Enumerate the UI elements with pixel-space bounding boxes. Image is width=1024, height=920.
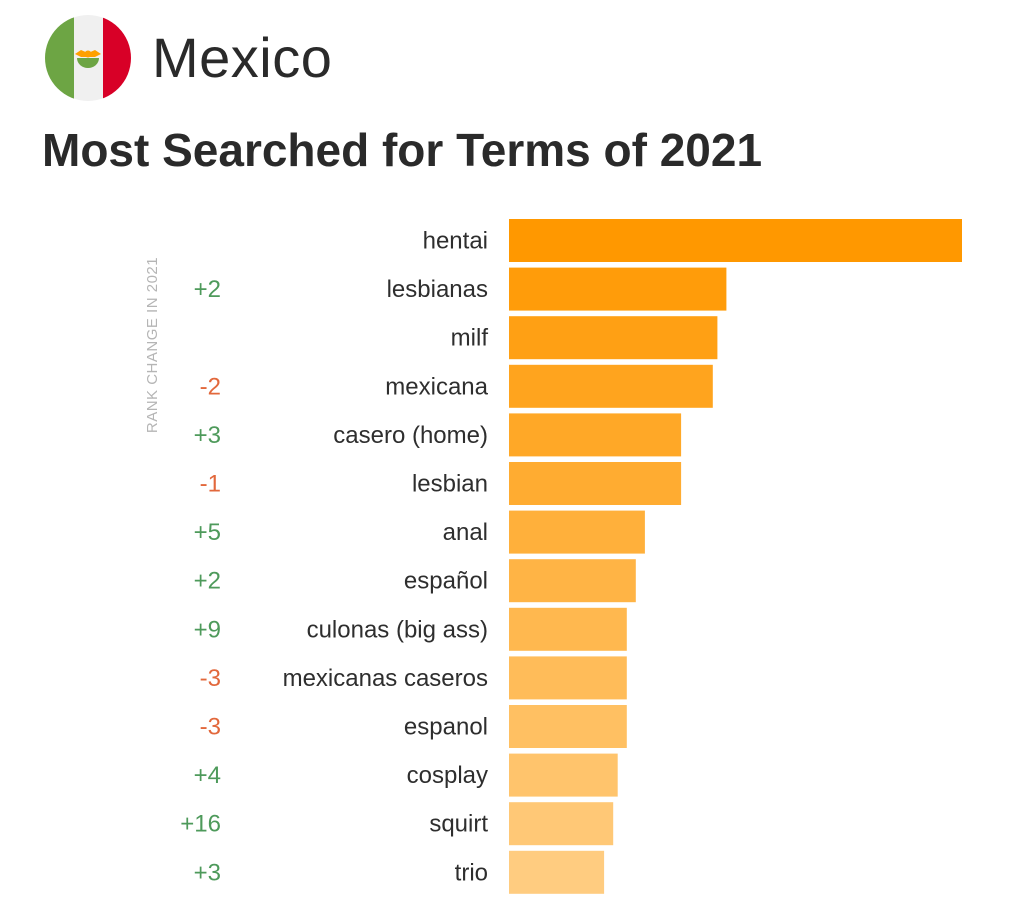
bar-3 — [509, 364, 713, 408]
category-label: culonas (big ass) — [307, 616, 488, 643]
bar-8 — [509, 607, 627, 651]
category-label: casero (home) — [333, 422, 488, 449]
rank-change-label: -1 — [200, 471, 221, 498]
rank-change-label: +2 — [194, 568, 221, 595]
rank-change-label: +9 — [194, 616, 221, 643]
bar-11 — [509, 753, 618, 797]
category-label: mexicana — [385, 373, 488, 400]
rank-change-label: -3 — [200, 714, 221, 741]
category-label: squirt — [429, 811, 488, 838]
category-label: anal — [443, 519, 488, 546]
chart-title: Most Searched for Terms of 2021 — [42, 124, 763, 176]
bar-4 — [509, 413, 682, 457]
category-label: español — [404, 568, 488, 595]
rank-change-label: +5 — [194, 519, 221, 546]
bar-1 — [509, 267, 727, 311]
category-label: trio — [455, 859, 488, 886]
bar-5 — [509, 462, 682, 505]
category-label: mexicanas caseros — [283, 665, 488, 692]
bar-9 — [509, 656, 627, 700]
bar-12 — [509, 802, 614, 846]
bar-6 — [509, 510, 645, 554]
mexico-flag-icon — [44, 14, 132, 102]
bar-13 — [509, 850, 605, 894]
rank-change-label: +3 — [194, 422, 221, 449]
category-label: cosplay — [407, 762, 488, 789]
bar-7 — [509, 559, 636, 603]
country-name: Mexico — [152, 26, 333, 89]
category-label: hentai — [423, 228, 488, 255]
category-label: lesbian — [412, 471, 488, 498]
bar-10 — [509, 705, 627, 748]
bar-0 — [509, 219, 962, 262]
rank-change-label: +16 — [180, 811, 221, 838]
category-label: milf — [451, 325, 489, 352]
category-label: espanol — [404, 714, 488, 741]
bar-2 — [509, 316, 718, 360]
rank-change-label: +2 — [194, 276, 221, 303]
category-label: lesbianas — [387, 276, 488, 303]
rank-change-label: -2 — [200, 373, 221, 400]
rank-change-label: +4 — [194, 762, 221, 789]
rank-change-label: +3 — [194, 859, 221, 886]
rank-change-label: -3 — [200, 665, 221, 692]
